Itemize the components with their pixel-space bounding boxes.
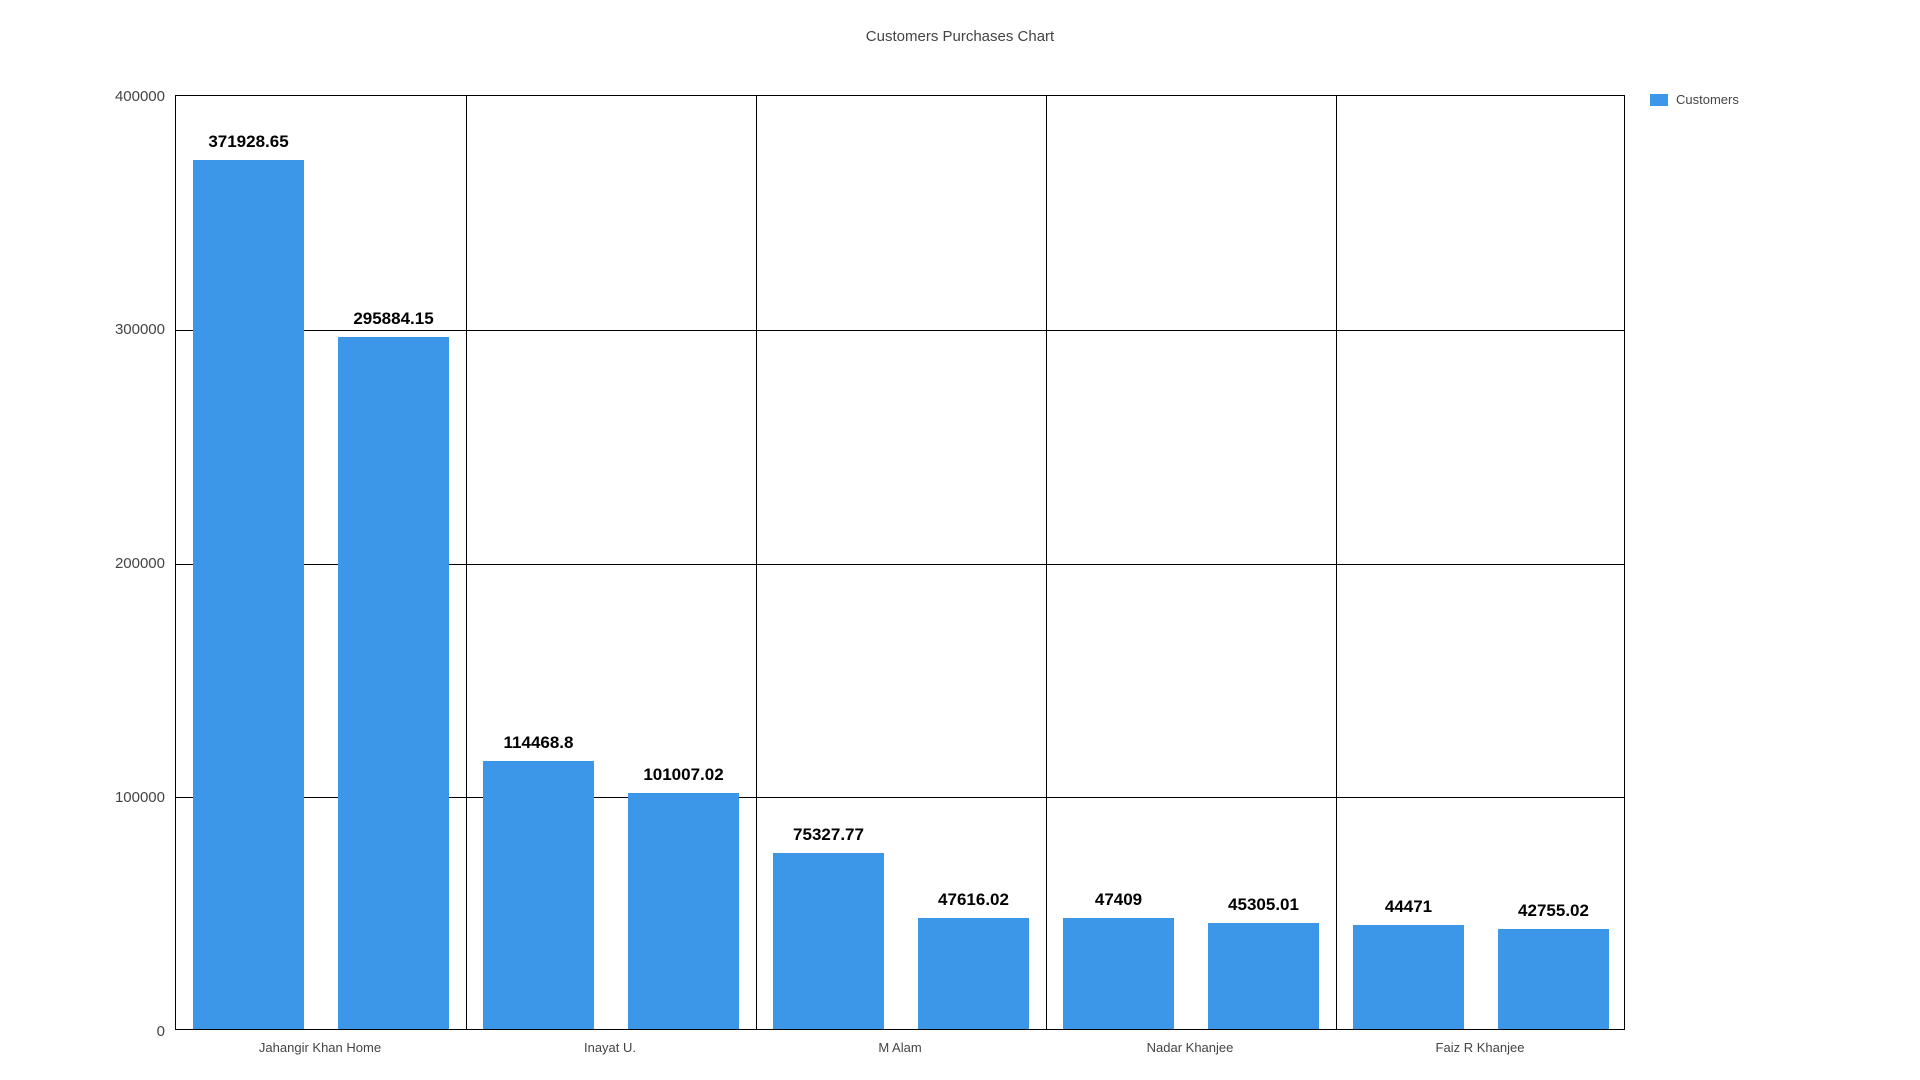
bar-value-label: 42755.02 [1518,901,1589,921]
bar [918,918,1028,1029]
bar [193,160,303,1029]
bar [628,793,738,1029]
x-axis-tick-label: M Alam [878,1040,921,1055]
grid-line-vertical [1046,96,1047,1029]
bar-value-label: 47616.02 [938,890,1009,910]
y-axis-tick-label: 100000 [45,789,165,806]
grid-line-vertical [1336,96,1337,1029]
customers-purchases-chart: Customers Purchases Chart Customers 3719… [0,0,1920,1080]
bar-value-label: 45305.01 [1228,895,1299,915]
bar-value-label: 75327.77 [793,825,864,845]
x-axis-tick-label: Jahangir Khan Home [259,1040,381,1055]
y-axis-tick-label: 0 [45,1023,165,1040]
chart-legend: Customers [1650,92,1739,107]
legend-label: Customers [1676,92,1739,107]
bar-value-label: 295884.15 [353,309,433,329]
y-axis-tick-label: 400000 [45,88,165,105]
bar-value-label: 371928.65 [208,132,288,152]
bar [1063,918,1173,1029]
y-axis-tick-label: 200000 [45,555,165,572]
x-axis-tick-label: Nadar Khanjee [1147,1040,1234,1055]
chart-plot-area: 371928.65 295884.15 114468.8 101007.02 75327… [175,95,1625,1030]
grid-line-horizontal [176,330,1624,331]
bar [773,853,883,1029]
chart-title: Customers Purchases Chart [0,28,1920,45]
bar-value-label: 44471 [1385,897,1432,917]
bar [483,761,593,1029]
grid-line-vertical [466,96,467,1029]
bar-value-label: 114468.8 [504,733,574,753]
grid-line-vertical [756,96,757,1029]
bar [1498,929,1608,1029]
y-axis-tick-label: 300000 [45,321,165,338]
x-axis-tick-label: Inayat U. [584,1040,636,1055]
bar [338,337,448,1029]
bar-value-label: 47409 [1095,890,1142,910]
bar-value-label: 101007.02 [643,765,723,785]
bar [1353,925,1463,1029]
x-axis-tick-label: Faiz R Khanjee [1436,1040,1525,1055]
bar [1208,923,1318,1029]
legend-swatch [1650,94,1668,106]
